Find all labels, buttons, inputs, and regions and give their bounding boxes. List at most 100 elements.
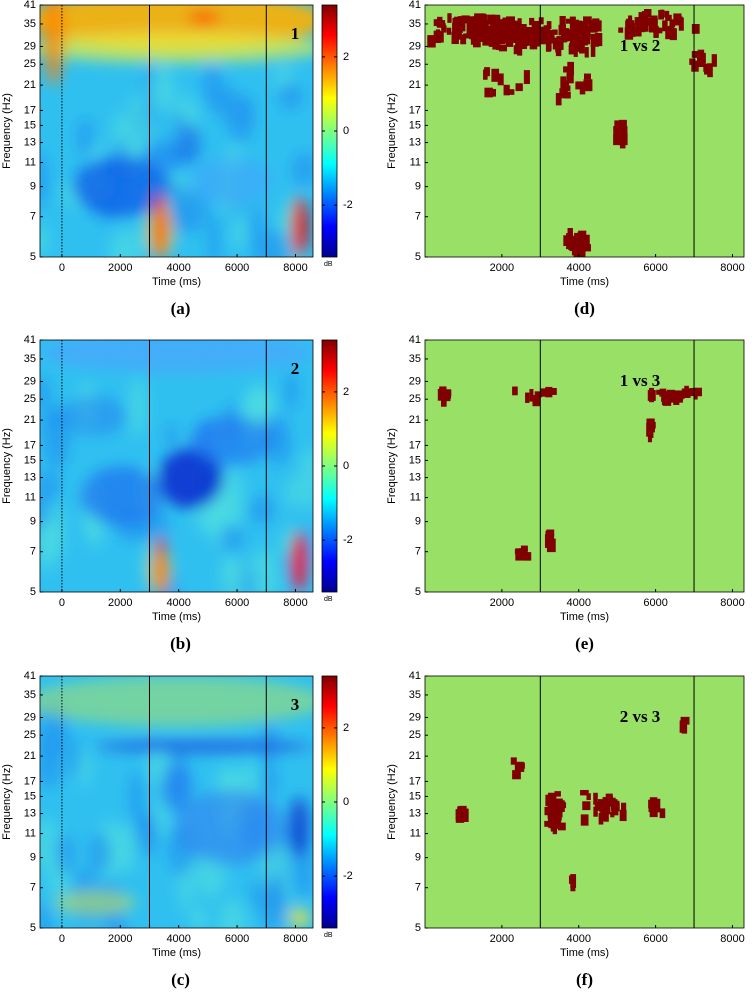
significance-cell [447,13,452,23]
y-axis-label: Frequency (Hz) [386,764,398,840]
heatmap-texture-blob [285,476,300,510]
heatmap-blob [80,466,163,527]
x-tick-label: 8000 [283,597,307,609]
y-tick-label: 25 [409,58,421,70]
heatmap-blob [40,340,313,373]
x-tick-label: 6000 [225,597,249,609]
significance-cell [496,37,501,51]
significance-cell [554,791,561,797]
y-tick-label: 41 [409,670,421,682]
heatmap-blob [288,796,311,858]
significance-cell [614,120,619,135]
y-tick-label: 9 [30,181,36,193]
y-tick-label: 5 [415,251,421,263]
significance-cell [665,26,675,40]
panel-annotation: 2 vs 3 [620,707,661,726]
significance-cell [635,26,644,32]
significance-cell [693,387,702,397]
y-tick-label: 15 [24,119,36,131]
significance-cell [484,87,493,98]
plot-area [40,340,313,592]
significance-cell [613,134,622,146]
heatmap-blob [53,890,136,916]
plot-frame [39,4,314,258]
y-tick-label: 21 [409,750,421,762]
heatmap-texture-blob [87,832,112,875]
significance-cell [470,30,480,45]
significance-cell [499,33,505,45]
significance-cell [487,34,494,45]
significance-cell [552,820,558,835]
significance-cell [594,801,600,811]
colorbar-tick-label: 2 [343,386,349,398]
significance-cell [649,390,654,403]
heatmap-texture-blob [259,228,291,257]
panel-caption: (c) [171,970,190,989]
significance-cell [488,25,495,38]
significance-cell [550,793,557,805]
significance-cell [652,801,657,811]
heatmap-blob [190,156,273,207]
y-tick-label: 29 [24,40,36,52]
significance-cell [628,15,633,26]
significance-cell [640,20,649,32]
heatmap-texture-blob [207,211,221,257]
significance-cell [563,29,572,35]
significance-cell [681,388,690,395]
significance-cell [515,83,523,92]
significance-cell [529,39,538,50]
significance-cell [510,757,517,765]
y-tick-label: 21 [24,750,36,762]
x-tick-label: 8000 [720,933,744,945]
heatmap-texture-blob [127,94,153,156]
significance-cell [491,68,500,82]
significance-cell [460,34,467,45]
y-tick-label: 7 [415,546,421,558]
panel-caption: (b) [170,634,191,653]
y-tick-label: 9 [415,181,421,193]
significance-cell [582,34,588,46]
heatmap-texture [40,676,313,928]
panel-annotation: 1 [291,24,300,43]
significance-cell [568,44,574,55]
heatmap-blob [288,907,311,928]
heatmap-blob [179,123,202,164]
heatmap-blob [40,32,313,63]
significance-cell [609,797,616,806]
significance-cell [583,16,592,25]
significance-cell [525,392,530,403]
significance-cell [577,244,586,256]
significance-cell [669,28,677,41]
significance-cell [538,17,544,25]
y-tick-label: 15 [409,119,421,131]
panel-caption: (a) [171,299,191,318]
significance-cell [610,811,615,818]
significance-cell [531,20,541,35]
y-tick-label: 11 [25,491,36,503]
heatmap-texture-blob [250,876,264,911]
significance-cell [455,809,465,823]
significance-cell [540,388,548,397]
significance-cell [553,801,559,810]
significance-cell [599,804,607,813]
panel-caption: (e) [575,634,594,653]
y-tick-label: 21 [409,79,421,91]
y-tick-label: 9 [415,852,421,864]
plot-area [40,676,313,928]
significance-cell [564,85,571,92]
significance-cell [532,395,541,407]
significance-cell [516,761,524,770]
significance-cell [561,80,570,88]
heatmap-texture-blob [149,66,175,112]
y-tick-label: 7 [415,211,421,223]
significance-cell [665,14,672,21]
heatmap-texture-blob [112,912,126,928]
heatmap-texture-blob [40,224,49,257]
significance-cell [573,39,578,49]
significance-cell [582,801,591,811]
plot-frame [424,675,745,929]
heatmap-texture-blob [168,181,188,236]
significance-cell [544,534,551,548]
heatmap-texture-blob [44,501,65,558]
significance-cell [507,23,515,35]
